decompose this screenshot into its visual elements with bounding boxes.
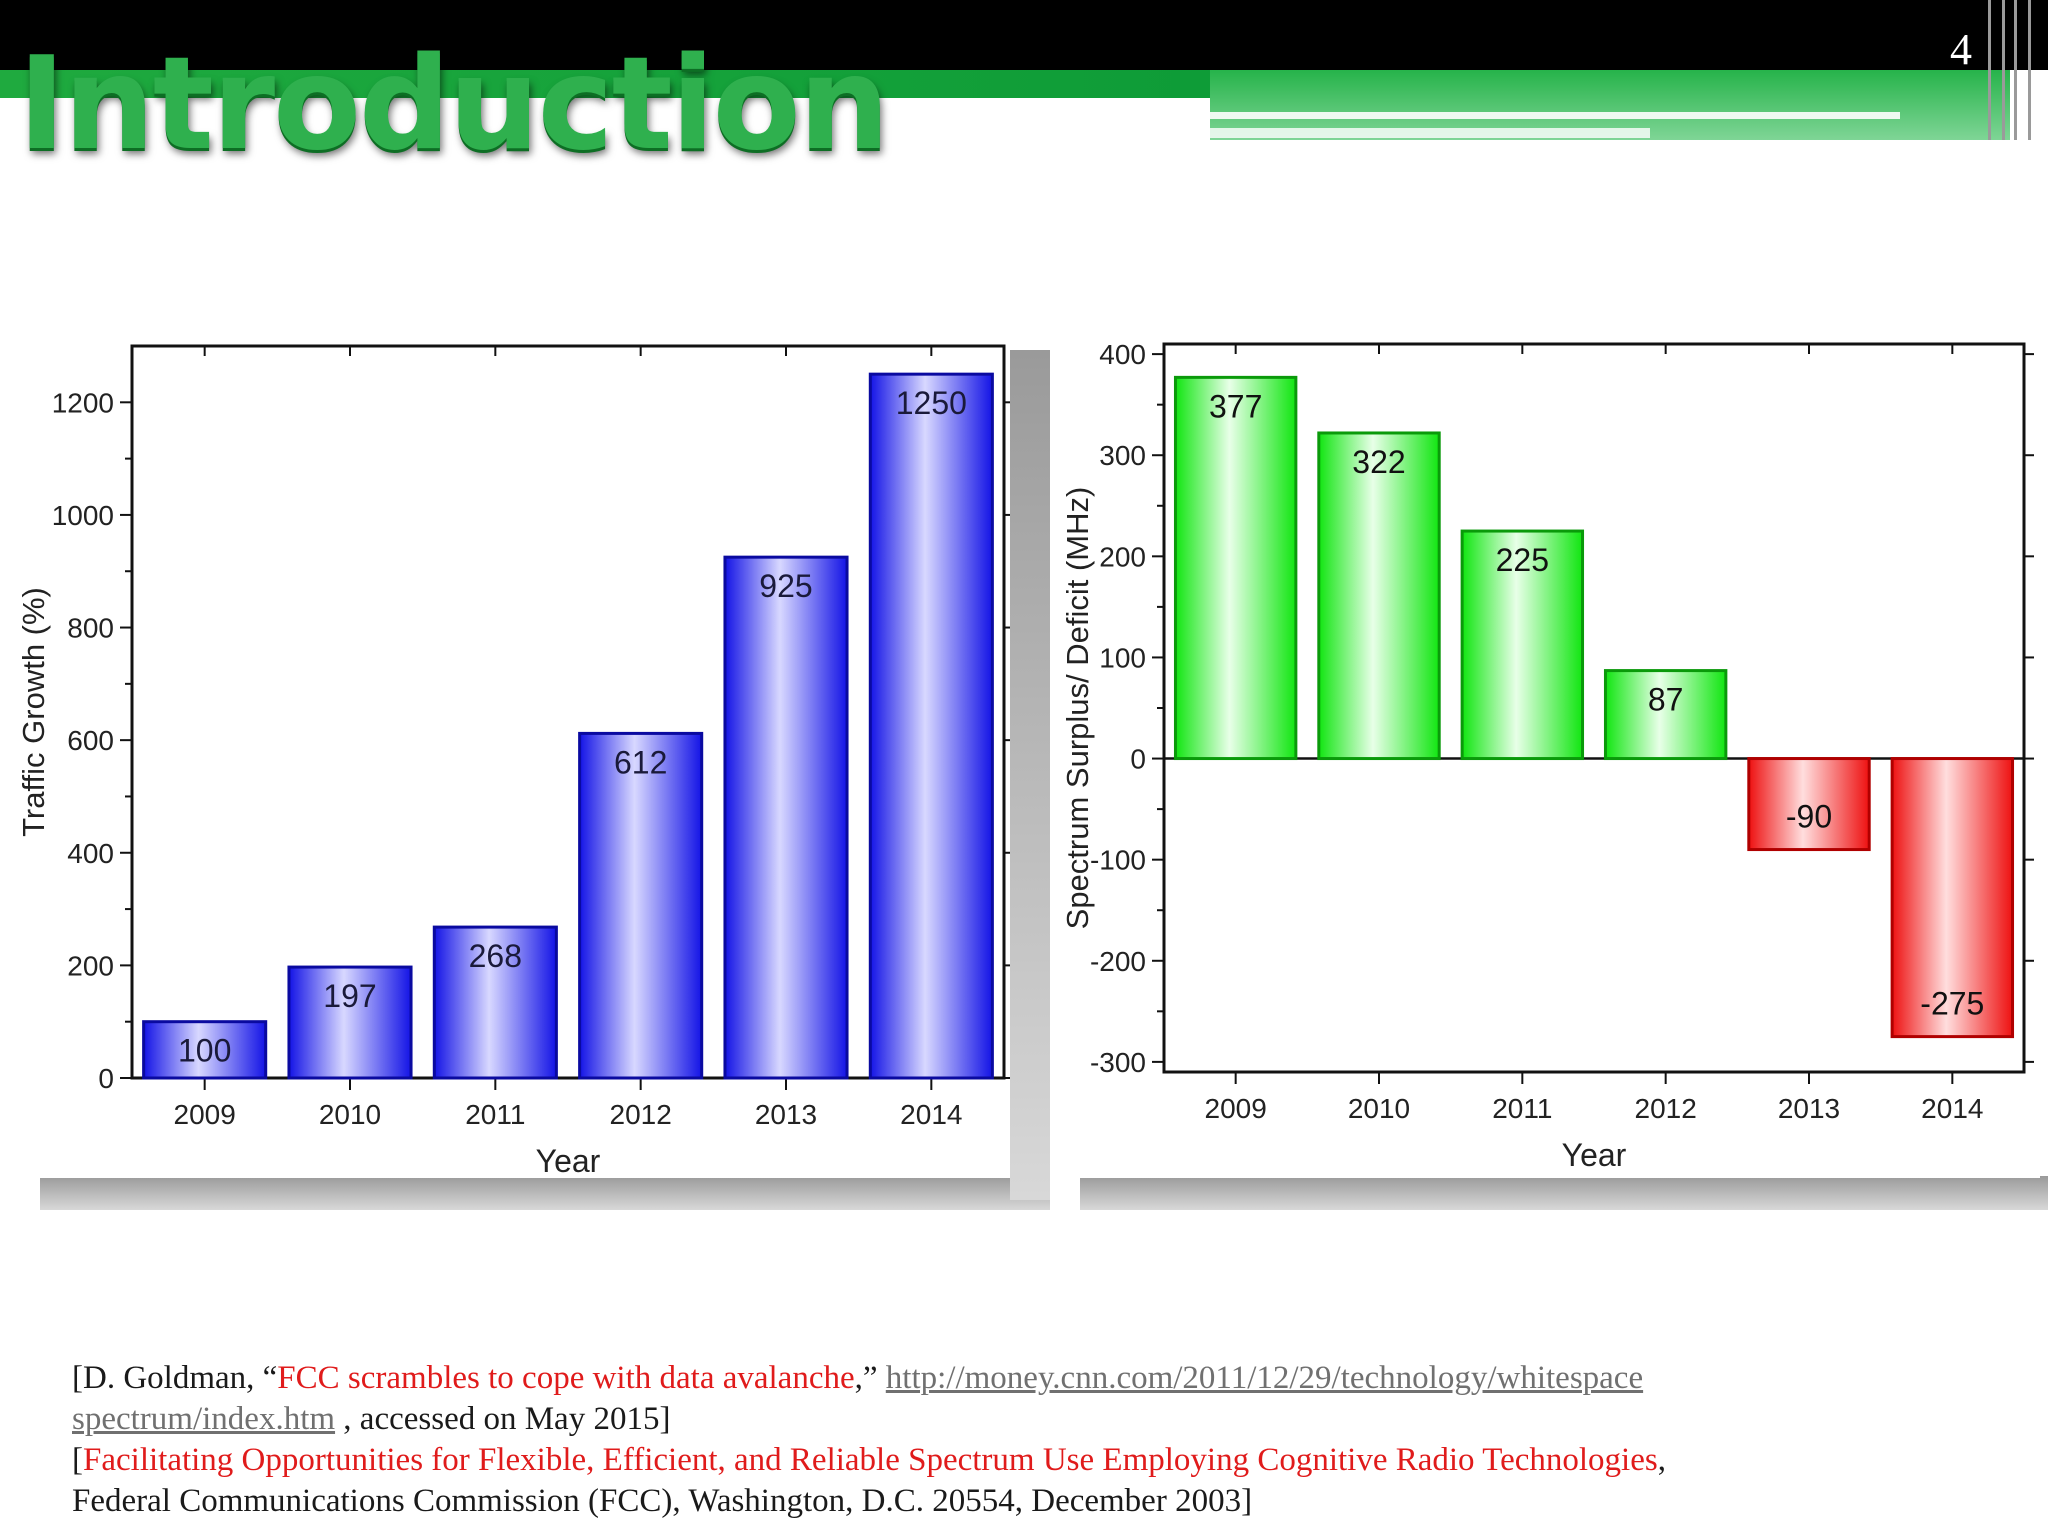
bar	[1747, 757, 1871, 852]
header-column-decoration	[1980, 0, 2048, 140]
y-tick-label: 400	[67, 838, 114, 869]
x-axis-label: Year	[536, 1143, 601, 1178]
y-tick-label: 600	[67, 725, 114, 756]
spectrum-chart-svg: -300 -200 -100 0 100 200 300 400 2009 377 2010 322 2…	[1060, 339, 2034, 1173]
traffic-growth-chart-svg: 0 200 400 600 800 1000 1200 2009 100 2010 197 2011 2…	[16, 344, 1010, 1178]
slide-title: Introduction	[18, 30, 890, 179]
traffic-growth-chart: 0 200 400 600 800 1000 1200 2009 100 2010 197 2011 2…	[10, 332, 1010, 1178]
y-tick-label: 1000	[52, 500, 114, 531]
reference-line-4: Federal Communications Commission (FCC),…	[72, 1483, 1253, 1519]
header-stripe	[1210, 112, 1900, 119]
data-label: 322	[1352, 444, 1405, 480]
bar	[1890, 757, 2015, 1039]
y-axis-label: Traffic Growth (%)	[16, 587, 51, 837]
x-tick-label: 2009	[174, 1099, 236, 1130]
data-label: 377	[1209, 388, 1262, 424]
data-label: 197	[323, 978, 376, 1014]
reference-text: [D. Goldman, “	[72, 1360, 278, 1396]
data-label: -90	[1786, 799, 1832, 835]
bar	[1460, 529, 1585, 761]
y-tick-label: -300	[1090, 1047, 1146, 1078]
data-label: 100	[178, 1033, 231, 1069]
bar	[578, 731, 704, 1080]
reference-text: , accessed on May 2015]	[335, 1401, 671, 1437]
reference-title: FCC scrambles to cope with data avalanch…	[277, 1360, 855, 1396]
x-tick-label: 2009	[1205, 1093, 1267, 1124]
y-tick-label: 400	[1099, 339, 1146, 370]
bar	[142, 1020, 268, 1080]
x-tick-label: 2011	[465, 1099, 525, 1130]
y-tick-label: 0	[98, 1063, 114, 1094]
bar	[1603, 669, 1728, 761]
bar	[432, 925, 558, 1080]
x-tick-label: 2010	[319, 1099, 381, 1130]
y-tick-label: 100	[1099, 642, 1146, 673]
y-tick-label: 200	[67, 950, 114, 981]
data-label: -275	[1920, 986, 1984, 1022]
x-tick-label: 2010	[1348, 1093, 1410, 1124]
chart-shadow	[1080, 1176, 2048, 1210]
data-label: 612	[614, 744, 667, 780]
reference-text: ,”	[854, 1360, 886, 1396]
chart-shadow	[1010, 350, 1050, 1200]
y-tick-label: 200	[1099, 541, 1146, 572]
top-black-bar	[0, 0, 2048, 70]
y-tick-label: 0	[1130, 744, 1146, 775]
reference-title: Facilitating Opportunities for Flexible,…	[83, 1442, 1658, 1478]
y-tick-label: 300	[1099, 440, 1146, 471]
reference-text: [	[72, 1442, 83, 1478]
x-axis-label: Year	[1562, 1137, 1627, 1173]
y-tick-label: 1200	[52, 387, 114, 418]
reference-text: ,	[1657, 1442, 1666, 1478]
bar	[1173, 375, 1298, 761]
x-tick-label: 2014	[900, 1099, 962, 1130]
x-tick-label: 2014	[1921, 1093, 1983, 1124]
title-green-band	[0, 70, 1210, 98]
data-label: 87	[1648, 682, 1684, 718]
bar	[1317, 431, 1441, 761]
data-label: 925	[759, 568, 812, 604]
x-tick-label: 2013	[1778, 1093, 1840, 1124]
header-stripe	[1210, 128, 1650, 138]
y-tick-label: 800	[67, 613, 114, 644]
reference-line-3: [Facilitating Opportunities for Flexible…	[72, 1440, 1972, 1481]
reference-line-1: [D. Goldman, “FCC scrambles to cope with…	[72, 1358, 1972, 1399]
y-axis-label: Spectrum Surplus/ Deficit (MHz)	[1060, 487, 1095, 930]
data-label: 268	[469, 938, 522, 974]
y-tick-label: -200	[1090, 946, 1146, 977]
chart-shadow	[40, 1176, 1050, 1210]
x-tick-label: 2012	[1635, 1093, 1697, 1124]
reference-link[interactable]: http://money.cnn.com/2011/12/29/technolo…	[885, 1360, 1644, 1396]
y-tick-label: -100	[1090, 845, 1146, 876]
reference-line-2: spectrum/index.htm , accessed on May 201…	[72, 1399, 1972, 1440]
bar	[287, 965, 413, 1080]
slide-number: 4	[1950, 25, 1972, 74]
spectrum-chart: -300 -200 -100 0 100 200 300 400 2009 377 2010 322 2…	[1060, 332, 2040, 1178]
bar	[868, 372, 994, 1080]
plot-frame	[130, 344, 1006, 1080]
data-label: 1250	[896, 385, 967, 421]
bar	[723, 555, 849, 1080]
reference-link[interactable]: spectrum/index.htm	[72, 1401, 336, 1437]
references: [D. Goldman, “FCC scrambles to cope with…	[72, 1358, 1972, 1522]
x-tick-label: 2012	[610, 1099, 672, 1130]
data-label: 225	[1496, 542, 1549, 578]
x-tick-label: 2013	[755, 1099, 817, 1130]
x-tick-label: 2011	[1492, 1093, 1552, 1124]
